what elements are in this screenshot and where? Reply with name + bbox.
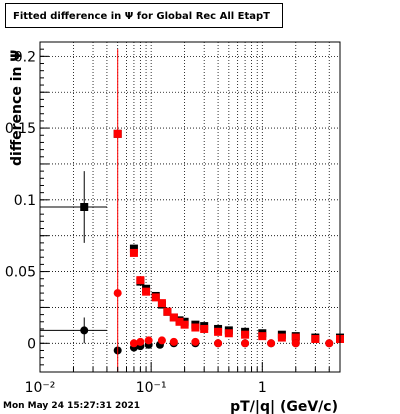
y-tick-label: 0.2: [14, 49, 36, 65]
x-axis-label: pT/|q| (GeV/c): [230, 399, 338, 414]
axis-ticks: 10⁻² 10⁻¹ 1 0 0.05 0.1 0.15 0.2: [5, 41, 341, 396]
data-point: [175, 317, 184, 326]
y-tick-label: 0.1: [14, 193, 36, 209]
data-point: [144, 336, 153, 345]
data-point: [241, 330, 250, 339]
data-point: [224, 329, 233, 338]
data-point: [129, 248, 138, 257]
data-point: [241, 339, 250, 348]
y-axis-label: difference in Ψ: [9, 50, 25, 166]
data-point: [191, 323, 200, 332]
x-tick-label: 1: [258, 380, 267, 396]
x-tick-label: 10⁻¹: [136, 380, 167, 396]
chart-title: Fitted difference in Ψ for Global Rec Al…: [5, 3, 283, 28]
series-3: [113, 49, 334, 372]
y-tick-label: 0.15: [5, 121, 36, 137]
x-tick-label: 10⁻²: [25, 380, 56, 396]
data-point: [113, 289, 122, 298]
data-point: [214, 327, 223, 336]
y-tick-label: 0.05: [5, 265, 36, 281]
data-point: [277, 333, 286, 342]
data-point: [214, 339, 223, 348]
data-point: [80, 326, 89, 335]
data-point: [142, 287, 151, 296]
data-point: [151, 293, 160, 302]
data-point: [267, 339, 276, 348]
data-point: [325, 339, 334, 348]
data-point: [291, 333, 300, 342]
data-point: [80, 203, 89, 211]
data-series: [40, 49, 344, 372]
data-point: [169, 337, 178, 346]
data-point: [311, 335, 320, 343]
data-point: [129, 339, 138, 348]
data-point: [136, 337, 145, 346]
timestamp: Mon May 24 15:27:31 2021: [3, 401, 141, 411]
data-point: [169, 313, 178, 322]
y-tick-label: 0: [27, 336, 36, 352]
data-point: [157, 336, 166, 345]
data-point: [258, 332, 267, 341]
data-point: [291, 339, 300, 348]
data-point: [157, 299, 166, 308]
data-point: [136, 276, 145, 285]
data-point: [180, 320, 189, 329]
data-point: [191, 337, 200, 346]
data-point: [200, 324, 209, 333]
data-point: [129, 244, 138, 253]
data-point: [163, 307, 172, 316]
